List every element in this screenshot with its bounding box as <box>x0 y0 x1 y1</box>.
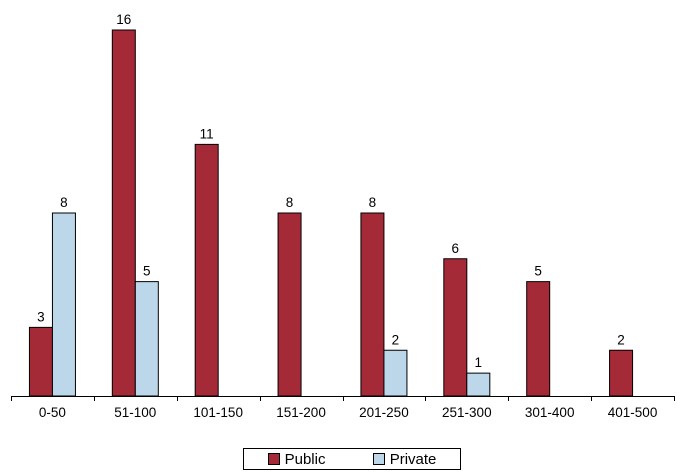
bars-group <box>28 29 634 397</box>
data-label-public-301-400: 5 <box>534 264 542 279</box>
bar-private-201-250 <box>383 349 408 397</box>
x-tick-label-0-50: 0-50 <box>39 405 66 420</box>
bar-private-51-100 <box>134 281 159 397</box>
x-axis: 0-50 51-100 101-150 151-200 201-250 251-300 30… <box>11 396 675 420</box>
data-label-public-51-100: 16 <box>116 12 131 27</box>
data-label-public-101-150: 11 <box>200 126 214 141</box>
bar-private-0-50 <box>51 212 76 397</box>
data-label-public-151-200: 8 <box>286 195 294 210</box>
bar-public-401-500 <box>609 349 634 397</box>
data-label-private-0-50: 8 <box>60 195 68 210</box>
data-label-public-401-500: 2 <box>617 332 625 347</box>
data-label-public-251-300: 6 <box>452 241 460 256</box>
x-tick-label-301-400: 301-400 <box>525 405 575 420</box>
x-tick-label-101-150: 101-150 <box>193 405 243 420</box>
data-label-private-201-250: 2 <box>392 332 400 347</box>
legend-swatch-public <box>267 453 280 465</box>
legend-item-private: Private <box>372 450 437 468</box>
data-label-private-251-300: 1 <box>475 355 483 370</box>
x-tick-label-51-100: 51-100 <box>114 405 156 420</box>
bar-private-251-300 <box>466 372 491 397</box>
x-tick-label-251-300: 251-300 <box>442 405 492 420</box>
legend-label-public: Public <box>284 450 326 468</box>
bar-public-201-250 <box>360 212 385 397</box>
legend-swatch-private <box>372 453 385 465</box>
legend-item-public: Public <box>267 450 326 468</box>
legend: Public Private <box>243 448 461 470</box>
x-tick-label-151-200: 151-200 <box>276 405 326 420</box>
bar-public-101-150 <box>194 143 219 397</box>
x-tick-label-201-250: 201-250 <box>359 405 409 420</box>
bar-public-151-200 <box>277 212 302 397</box>
bar-public-51-100 <box>111 29 136 397</box>
data-label-private-51-100: 5 <box>143 264 151 279</box>
data-labels-group: 3 8 16 5 11 8 8 2 6 1 5 2 <box>37 12 625 370</box>
bar-public-0-50 <box>28 326 53 397</box>
bar-public-301-400 <box>526 281 551 397</box>
data-label-public-0-50: 3 <box>37 309 45 324</box>
data-label-public-201-250: 8 <box>369 195 377 210</box>
legend-label-private: Private <box>389 450 437 468</box>
bar-public-251-300 <box>443 258 468 397</box>
x-tick-label-401-500: 401-500 <box>608 405 658 420</box>
